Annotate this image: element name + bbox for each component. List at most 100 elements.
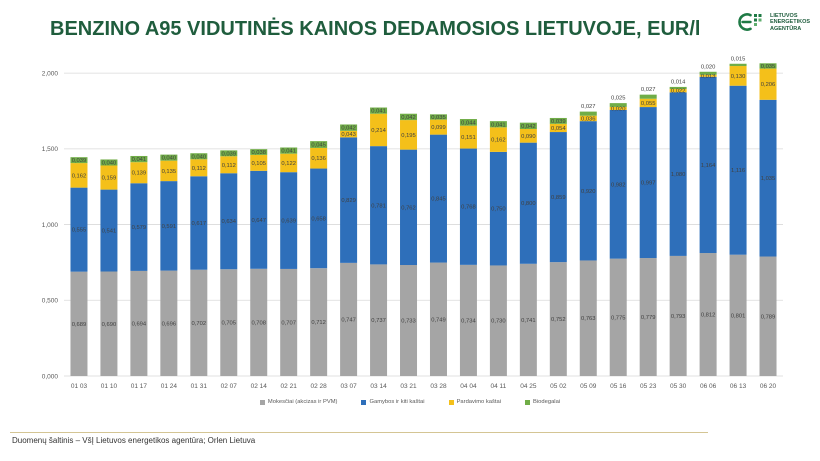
bar-segment-production-costs bbox=[220, 173, 238, 270]
x-tick-label: 05 02 bbox=[550, 383, 567, 390]
y-tick-label: 2,000 bbox=[42, 70, 59, 77]
x-tick-label: 06 06 bbox=[700, 383, 717, 390]
data-label-taxes: 0,707 bbox=[281, 320, 296, 326]
data-label-production-costs: 0,658 bbox=[311, 216, 326, 222]
bar-stack: 0,705 0,634 0,112 0,039 02 07 bbox=[220, 150, 237, 390]
bar-stack: 0,707 0,639 0,122 0,041 02 21 bbox=[280, 147, 297, 390]
legend-label-taxes: Mokesčiai (akcizas ir PVM) bbox=[267, 399, 338, 405]
y-tick-label: 1,000 bbox=[42, 222, 59, 229]
data-label-taxes: 0,734 bbox=[461, 318, 476, 324]
data-label-taxes: 0,749 bbox=[431, 317, 446, 323]
bar-segment-biofuels bbox=[609, 103, 627, 107]
data-label-biofuels: 0,042 bbox=[401, 115, 416, 121]
bar-segment-sales-costs bbox=[310, 147, 328, 169]
bar-segment-biofuels bbox=[669, 86, 687, 90]
footer-divider bbox=[10, 432, 708, 433]
bar-segment-production-costs bbox=[429, 134, 447, 263]
bar-segment-sales-costs bbox=[699, 74, 717, 77]
data-label-sales-costs: 0,195 bbox=[401, 133, 416, 139]
bar-segment-sales-costs bbox=[759, 68, 777, 100]
bar-stack: 0,694 0,579 0,139 0,041 01 17 bbox=[130, 155, 148, 390]
data-label-biofuels: 0,027 bbox=[581, 104, 596, 110]
bar-stack: 0,737 0,781 0,214 0,041 03 14 bbox=[370, 107, 387, 390]
data-label-taxes: 0,694 bbox=[132, 321, 147, 327]
data-label-sales-costs: 0,130 bbox=[731, 74, 746, 80]
bar-segment-taxes bbox=[340, 262, 358, 376]
x-tick-label: 01 03 bbox=[71, 383, 88, 390]
data-label-sales-costs: 0,122 bbox=[281, 161, 296, 167]
data-label-taxes: 0,801 bbox=[731, 313, 746, 319]
data-label-taxes: 0,779 bbox=[641, 315, 656, 321]
chart-legend: Mokesčiai (akcizas ir PVM) Gamybos ir ki… bbox=[0, 399, 820, 405]
data-label-taxes: 0,741 bbox=[521, 318, 536, 324]
bar-segment-production-costs bbox=[70, 187, 88, 272]
x-tick-label: 05 16 bbox=[610, 383, 627, 390]
data-label-biofuels: 0,041 bbox=[281, 149, 296, 155]
bar-segment-production-costs bbox=[280, 172, 298, 269]
agency-logo-text: LIETUVOS ENERGETIKOS AGENTŪRA bbox=[770, 13, 810, 32]
data-label-production-costs: 0,647 bbox=[251, 218, 266, 224]
bar-segment-sales-costs bbox=[220, 156, 238, 174]
bar-segment-production-costs bbox=[400, 149, 418, 266]
bar-segment-sales-costs bbox=[429, 119, 447, 135]
data-label-taxes: 0,690 bbox=[102, 322, 117, 328]
x-tick-label: 01 17 bbox=[131, 383, 148, 390]
legend-label-biofuels: Biodegalai bbox=[533, 399, 561, 405]
agency-logo-icon bbox=[738, 13, 762, 31]
bar-segment-biofuels bbox=[429, 114, 447, 120]
bar-segment-biofuels bbox=[549, 117, 567, 124]
bar-segment-production-costs bbox=[639, 107, 657, 259]
chart-title: BENZINO A95 VIDUTINĖS KAINOS DEDAMOSIOS … bbox=[50, 18, 701, 40]
bar-segment-taxes bbox=[190, 269, 208, 376]
legend-label-sales-costs: Pardavimo kaštai bbox=[456, 399, 502, 405]
bar-segment-production-costs bbox=[100, 189, 118, 272]
data-label-taxes: 0,712 bbox=[311, 320, 326, 326]
data-label-biofuels: 0,045 bbox=[311, 143, 326, 149]
bar-segment-production-costs bbox=[340, 137, 358, 263]
data-label-biofuels: 0,035 bbox=[761, 64, 776, 70]
legend-label-production-costs: Gamybos ir kiti kaštai bbox=[369, 399, 425, 405]
x-tick-label: 02 28 bbox=[311, 383, 328, 390]
data-label-biofuels: 0,025 bbox=[611, 96, 626, 102]
bar-segment-production-costs bbox=[609, 109, 627, 259]
data-label-sales-costs: 0,043 bbox=[341, 132, 356, 138]
data-source-note: Duomenų šaltinis – VšĮ Lietuvos energeti… bbox=[12, 436, 256, 445]
logo-line: LIETUVOS bbox=[770, 13, 798, 19]
data-label-sales-costs: 0,054 bbox=[551, 126, 566, 132]
data-label-sales-costs: 0,055 bbox=[641, 101, 656, 107]
bar-stack: 0,779 0,997 0,055 0,027 05 23 bbox=[639, 87, 657, 390]
data-label-sales-costs: 0,013 bbox=[701, 74, 716, 80]
bar-segment-production-costs bbox=[489, 151, 507, 266]
data-label-biofuels: 0,040 bbox=[192, 154, 207, 160]
bar-stack: 0,690 0,541 0,159 0,040 01 10 bbox=[100, 159, 117, 390]
bar-segment-taxes bbox=[429, 262, 447, 376]
bar-stack: 0,689 0,555 0,162 0,039 01 03 bbox=[70, 157, 87, 390]
bar-segment-biofuels bbox=[100, 159, 118, 166]
bar-stack: 0,789 1,035 0,206 0,035 06 20 bbox=[759, 63, 777, 390]
x-tick-label: 02 21 bbox=[281, 383, 298, 390]
bar-segment-production-costs bbox=[759, 99, 777, 257]
x-tick-label: 05 30 bbox=[670, 383, 687, 390]
data-label-production-costs: 0,829 bbox=[341, 198, 356, 204]
bar-segment-sales-costs bbox=[280, 153, 298, 173]
bar-segment-sales-costs bbox=[729, 66, 747, 86]
data-label-sales-costs: 0,020 bbox=[611, 106, 626, 112]
bar-segment-sales-costs bbox=[489, 127, 507, 152]
data-label-production-costs: 0,768 bbox=[461, 205, 476, 211]
data-label-biofuels: 0,039 bbox=[222, 151, 237, 157]
data-label-sales-costs: 0,151 bbox=[461, 135, 476, 141]
bar-segment-biofuels bbox=[280, 147, 298, 154]
data-label-production-costs: 0,845 bbox=[431, 197, 446, 203]
bar-stack: 0,696 0,591 0,135 0,040 01 24 bbox=[160, 154, 178, 390]
data-label-sales-costs: 0,099 bbox=[431, 125, 446, 131]
x-tick-label: 01 24 bbox=[161, 383, 178, 390]
data-label-production-costs: 0,555 bbox=[72, 228, 87, 234]
bar-stack: 0,702 0,617 0,112 0,040 01 31 bbox=[190, 153, 207, 390]
data-label-sales-costs: 0,159 bbox=[102, 176, 117, 182]
bar-segment-biofuels bbox=[310, 141, 328, 148]
bar-segment-taxes bbox=[220, 269, 238, 376]
bar-segment-taxes bbox=[310, 268, 328, 376]
bar-segment-sales-costs bbox=[190, 159, 208, 177]
bar-segment-sales-costs bbox=[340, 130, 358, 138]
